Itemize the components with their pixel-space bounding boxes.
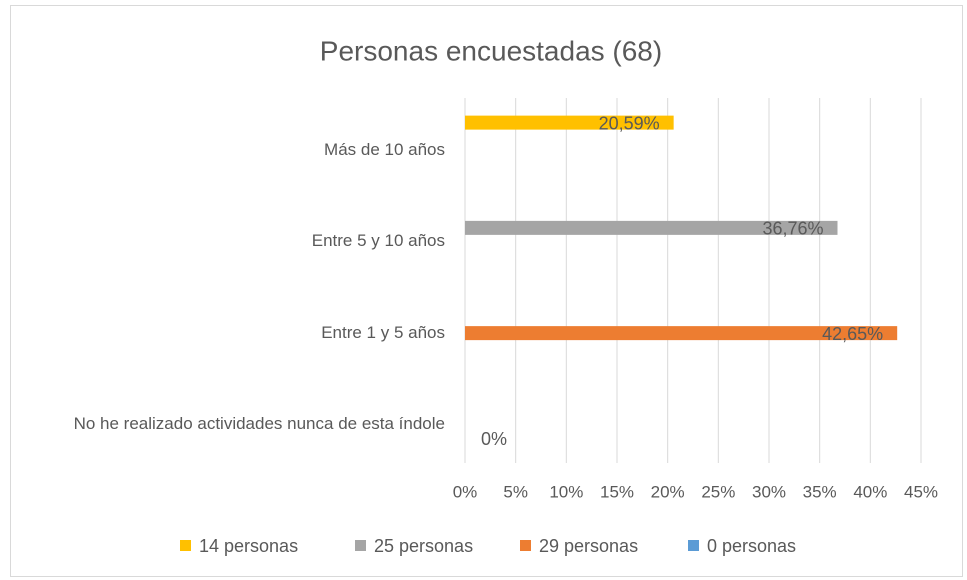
category-text: Entre 5 y 10 años xyxy=(311,231,445,251)
data-label: 42,65% xyxy=(822,324,883,344)
legend-label: 29 personas xyxy=(539,536,638,556)
bar xyxy=(465,326,898,341)
legend-label: 0 personas xyxy=(707,536,796,556)
y-tick-label: No he realizado actividades nunca de est… xyxy=(24,393,445,453)
data-label: 20,59% xyxy=(599,113,660,133)
legend-swatch xyxy=(520,540,531,551)
y-tick-label: Entre 5 y 10 años xyxy=(24,211,445,271)
y-tick-label: Entre 1 y 5 años xyxy=(24,302,445,362)
x-tick-label: 10% xyxy=(549,482,583,501)
bar xyxy=(465,115,674,130)
x-tick-label: 15% xyxy=(600,482,634,501)
x-tick-label: 25% xyxy=(701,482,735,501)
category-text: No he realizado actividades nunca de est… xyxy=(73,413,445,433)
category-text: Entre 1 y 5 años xyxy=(321,322,445,342)
legend-swatch xyxy=(180,540,191,551)
x-tick-label: 30% xyxy=(752,482,786,501)
legend-label: 25 personas xyxy=(374,536,473,556)
data-label: 36,76% xyxy=(762,219,823,239)
category-text: Más de 10 años xyxy=(324,140,445,160)
chart-title: Personas encuestadas (68) xyxy=(320,35,662,66)
x-tick-label: 20% xyxy=(651,482,685,501)
legend-label: 14 personas xyxy=(199,536,298,556)
data-label: 0% xyxy=(481,429,507,449)
x-tick-label: 40% xyxy=(853,482,887,501)
legend-swatch xyxy=(355,540,366,551)
x-tick-label: 0% xyxy=(453,482,478,501)
chart-border xyxy=(10,5,963,577)
x-tick-label: 35% xyxy=(803,482,837,501)
x-tick-label: 45% xyxy=(904,482,938,501)
x-tick-label: 5% xyxy=(503,482,528,501)
legend-swatch xyxy=(688,540,699,551)
y-tick-label: Más de 10 años xyxy=(24,120,445,180)
bar xyxy=(465,220,838,235)
